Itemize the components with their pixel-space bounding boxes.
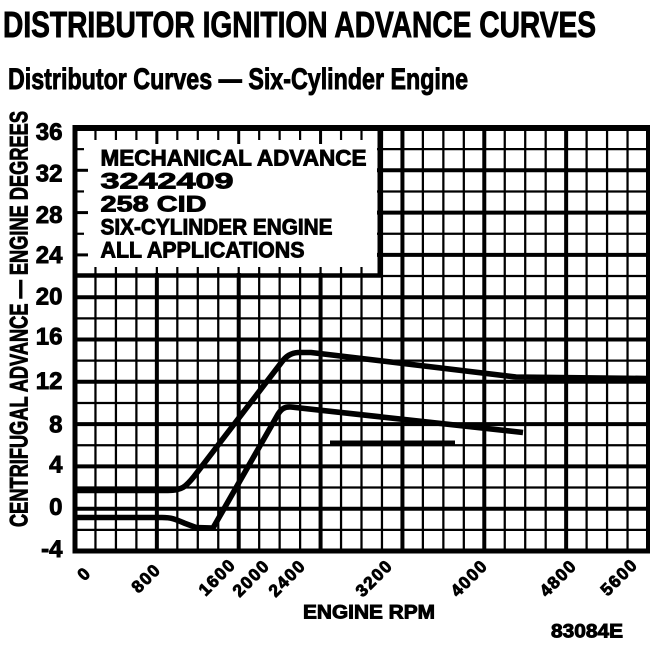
svg-text:DISTRIBUTOR IGNITION ADVANCE C: DISTRIBUTOR IGNITION ADVANCE CURVES bbox=[3, 4, 596, 45]
svg-text:8: 8 bbox=[49, 411, 62, 438]
svg-text:0: 0 bbox=[49, 494, 62, 521]
svg-text:MECHANICAL ADVANCE: MECHANICAL ADVANCE bbox=[101, 146, 367, 171]
svg-text:24: 24 bbox=[36, 242, 63, 269]
svg-text:CENTRIFUGAL ADVANCE — ENGINE D: CENTRIFUGAL ADVANCE — ENGINE DEGREES bbox=[6, 111, 34, 527]
svg-text:-4: -4 bbox=[41, 536, 63, 563]
svg-text:32: 32 bbox=[36, 161, 63, 188]
svg-text:ENGINE RPM: ENGINE RPM bbox=[303, 603, 435, 624]
svg-text:16: 16 bbox=[36, 324, 63, 351]
svg-text:4: 4 bbox=[49, 452, 63, 479]
svg-text:28: 28 bbox=[36, 202, 63, 229]
svg-text:3242409: 3242409 bbox=[101, 169, 234, 194]
svg-text:36: 36 bbox=[36, 119, 63, 146]
svg-text:Distributor Curves — Six-Cylin: Distributor Curves — Six-Cylinder Engine bbox=[8, 63, 468, 96]
svg-text:83084E: 83084E bbox=[551, 622, 623, 643]
svg-text:258 CID: 258 CID bbox=[101, 192, 207, 217]
svg-text:20: 20 bbox=[36, 283, 63, 310]
svg-text:SIX-CYLINDER ENGINE: SIX-CYLINDER ENGINE bbox=[101, 215, 333, 240]
svg-text:12: 12 bbox=[36, 368, 63, 395]
svg-text:ALL APPLICATIONS: ALL APPLICATIONS bbox=[101, 238, 305, 263]
